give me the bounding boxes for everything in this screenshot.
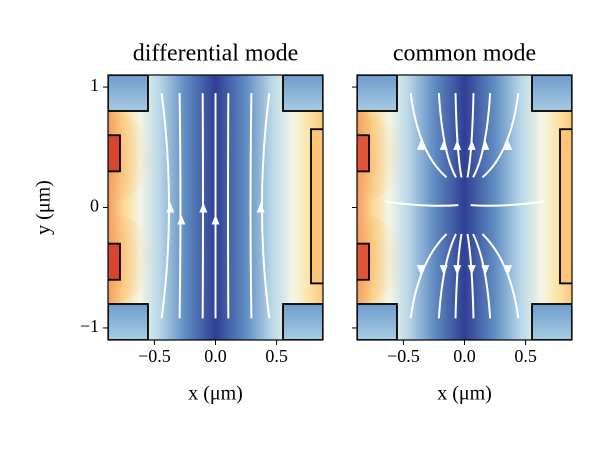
y-tick-label: 0 [90,196,99,216]
field [357,75,572,340]
y-axis-label: y (μm) [33,180,55,235]
corner-pad [531,75,572,112]
stream-arrow [256,202,265,213]
stream-arrow [211,214,220,225]
streamline [178,93,182,319]
stream-arrow [166,202,175,213]
y-tick-label: −1 [80,316,99,336]
right-electrode [559,128,572,285]
stream-arrow [453,139,462,150]
stream-arrow [467,265,476,276]
panel-title: common mode [393,41,536,67]
stream-arrow [177,214,186,225]
corner-pad [357,75,398,112]
left-electrode [357,134,370,173]
x-tick-label: −0.5 [387,346,420,366]
x-tick-label: −0.5 [138,346,171,366]
heatmap [108,75,323,340]
x-tick-label: 0.5 [265,346,288,366]
corner-pad [531,303,572,340]
stream-arrow [199,202,208,213]
corner-pad [282,75,323,112]
streamline [249,93,253,319]
stream-arrow [439,139,448,150]
streamline [481,92,520,179]
x-axis-label: x (μm) [437,383,492,405]
left-electrode [108,242,121,281]
stream-arrow [416,265,425,276]
stream-arrow [504,139,513,150]
stream-arrow [467,139,476,150]
y-tick-label: 1 [90,75,99,95]
stream-arrow [416,139,425,150]
streamline [409,92,448,179]
stream-arrow [481,139,490,150]
streamline [384,200,459,207]
x-axis-label: x (μm) [188,383,243,405]
streamline [481,233,520,319]
corner-pad [282,303,323,340]
x-tick-label: 0.5 [514,346,537,366]
stream-arrow [453,265,462,276]
streamline [470,200,545,207]
stream-arrow [481,265,490,276]
stream-arrow [439,265,448,276]
left-electrode [357,242,370,281]
field-bg [357,75,572,340]
panel-title: differential mode [133,41,299,67]
x-tick-label: 0.0 [453,346,476,366]
left-electrode [108,134,121,173]
right-electrode [310,128,323,285]
heatmap [357,75,572,340]
streamline [409,233,448,319]
x-tick-label: 0.0 [204,346,227,366]
stream-arrow [504,265,513,276]
field [108,75,323,340]
corner-pad [108,75,149,112]
corner-pad [357,303,398,340]
corner-pad [108,303,149,340]
